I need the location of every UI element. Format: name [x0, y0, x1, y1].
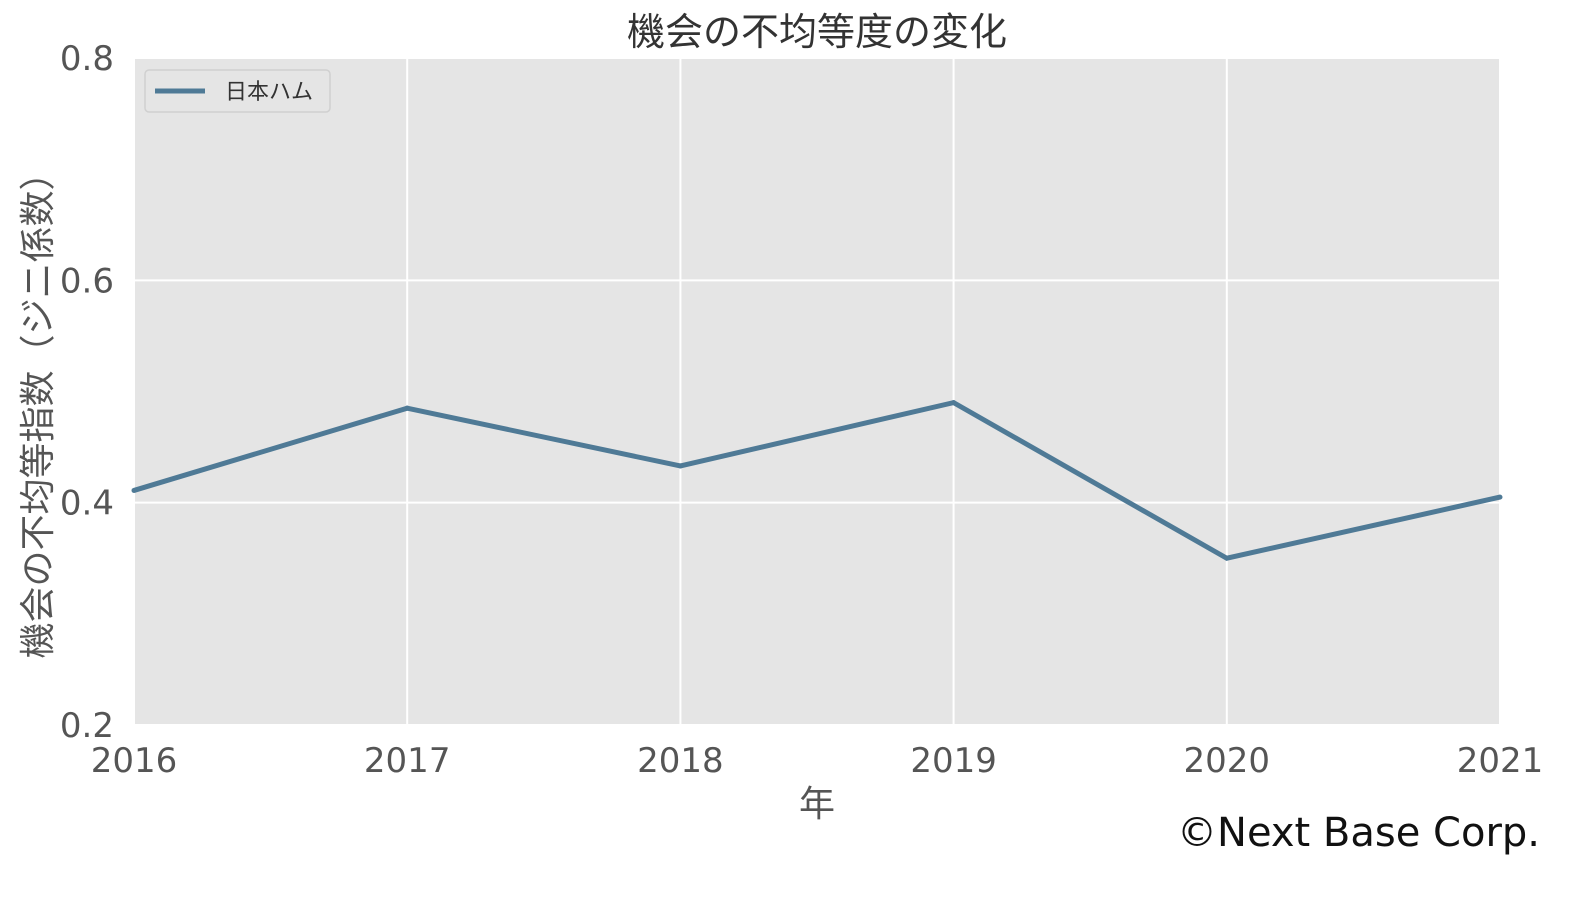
data-point-2016: [131, 487, 137, 493]
grid-lines: [133, 57, 1501, 726]
legend: 日本ハム: [144, 69, 331, 113]
x-tick-label: 2018: [637, 741, 724, 781]
y-tick-label: 0.6: [60, 261, 114, 301]
y-tick-label: 0.8: [60, 39, 114, 79]
chart-title: 機会の不均等度の変化: [627, 10, 1007, 54]
data-point-2018: [677, 463, 683, 469]
data-point-2019: [951, 400, 957, 406]
y-axis-ticks: 0.2 0.4 0.6 0.8: [60, 39, 114, 746]
data-point-2020: [1224, 555, 1230, 561]
series-line-0: [133, 399, 1501, 561]
x-axis-ticks: 2016 2017 2018 2019 2020 2021: [91, 741, 1544, 781]
x-tick-label: 2017: [364, 741, 451, 781]
legend-label: 日本ハム: [225, 80, 313, 105]
y-tick-label: 0.4: [60, 484, 114, 524]
y-tick-label: 0.2: [60, 706, 114, 746]
x-tick-label: 2019: [910, 741, 997, 781]
data-point-2017: [404, 405, 410, 411]
x-tick-label: 2020: [1184, 741, 1271, 781]
x-tick-label: 2016: [91, 741, 178, 781]
x-axis-label: 年: [799, 784, 835, 825]
series-layer: [131, 399, 1503, 561]
legend-box: [144, 69, 331, 113]
plot-area: [134, 58, 1500, 725]
y-axis-label: 機会の不均等指数（ジニ係数）: [18, 154, 59, 658]
copyright-text: ©Next Base Corp.: [1177, 810, 1540, 856]
data-point-2021: [1497, 494, 1503, 500]
x-tick-label: 2021: [1457, 741, 1544, 781]
